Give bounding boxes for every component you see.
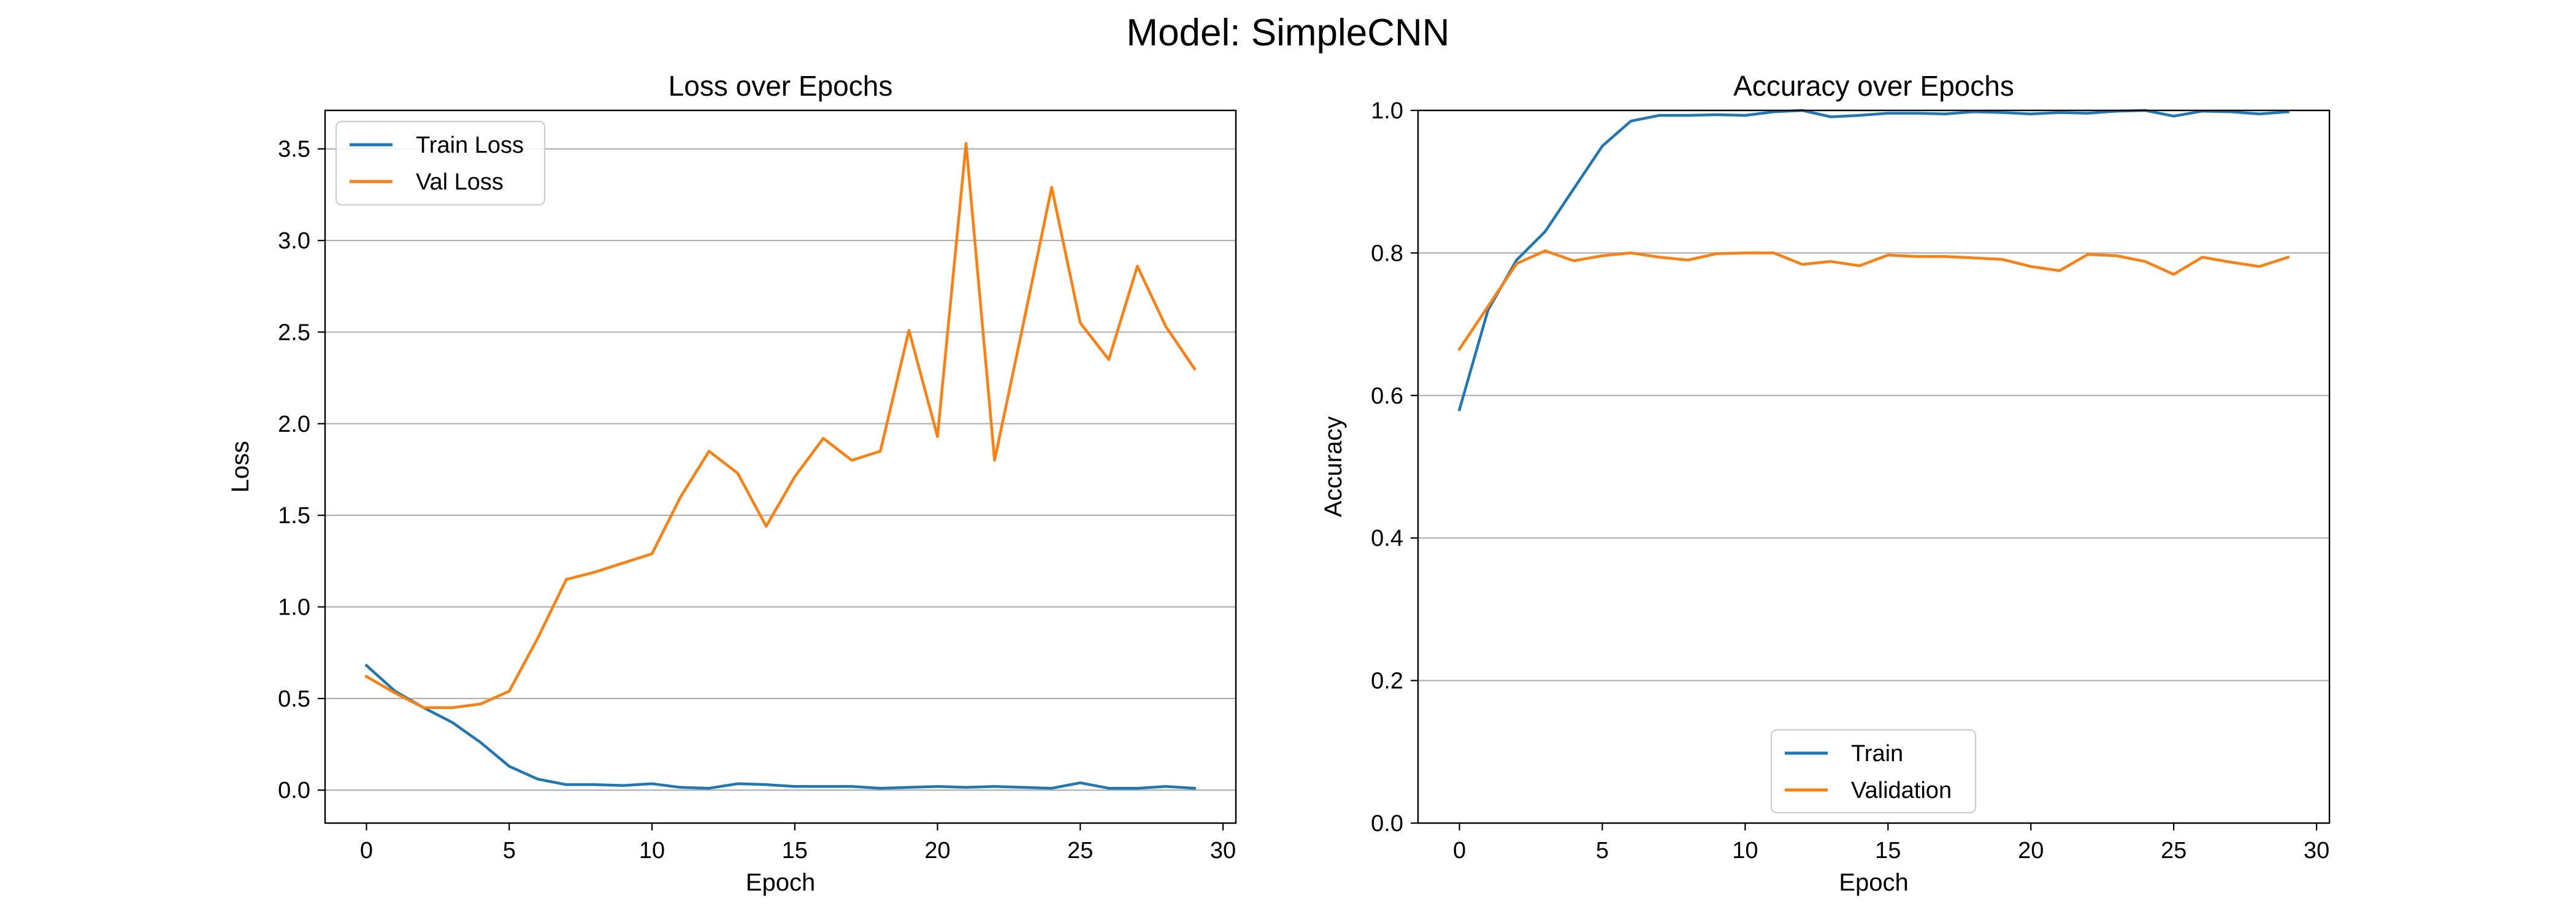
figure-title: Model: SimpleCNN	[1126, 12, 1450, 54]
axes-frame	[1417, 109, 2331, 824]
y-tick-label: 2.5	[278, 320, 310, 345]
y-tick-label: 2.0	[278, 412, 310, 437]
y-tick-label: 0.6	[1371, 383, 1403, 409]
y-axis-label: Loss	[227, 441, 254, 493]
legend: Train Validation	[1770, 729, 1977, 814]
x-tick-label: 5	[1596, 838, 1609, 864]
y-tick-label: 0.8	[1371, 240, 1403, 266]
chart-title: Accuracy over Epochs	[1733, 70, 2014, 102]
axes-frame	[324, 109, 1237, 824]
x-tick-label: 30	[1210, 838, 1236, 864]
x-tick-label: 25	[2161, 838, 2187, 864]
legend-box	[335, 120, 546, 206]
y-tick-label: 0.2	[1371, 669, 1403, 694]
legend-label-2: Validation	[1851, 778, 1952, 803]
legend-label-2: Val Loss	[416, 169, 504, 195]
x-tick-label: 30	[2304, 838, 2329, 864]
x-tick-label: 10	[1732, 838, 1758, 864]
x-tick-label: 0	[1453, 838, 1466, 864]
legend-box	[1770, 729, 1977, 814]
x-axis-label: Epoch	[746, 869, 815, 896]
legend-label-1: Train	[1851, 741, 1903, 767]
series-line-1	[1457, 109, 2290, 412]
x-tick-label: 10	[639, 838, 665, 864]
y-tick-label: 1.0	[278, 595, 310, 621]
y-tick-label: 0.0	[278, 778, 310, 803]
chart-2: 0 5 10 15 20 25 30 0.0 0.2 0.4 0.6 0.8 1.0 Accuracy o…	[1320, 70, 2331, 896]
legend-label-1: Train Loss	[416, 132, 524, 158]
y-tick-label: 0.4	[1371, 526, 1403, 551]
series-line-2	[1457, 249, 2290, 351]
x-axis-label: Epoch	[1839, 869, 1908, 896]
y-tick-label: 1.0	[1371, 98, 1403, 124]
series-line-2	[364, 142, 1197, 710]
series-line-1	[364, 663, 1196, 790]
y-tick-label: 0.5	[278, 686, 310, 712]
y-tick-label: 3.5	[278, 137, 310, 163]
legend: Train Loss Val Loss	[335, 120, 546, 206]
x-tick-label: 15	[782, 838, 808, 864]
y-tick-label: 1.5	[278, 503, 310, 529]
x-tick-label: 25	[1067, 838, 1093, 864]
x-tick-label: 5	[503, 838, 516, 864]
x-tick-label: 20	[924, 838, 950, 864]
y-tick-label: 3.0	[278, 228, 310, 254]
x-tick-label: 20	[2018, 838, 2044, 864]
y-axis-label: Accuracy	[1320, 416, 1347, 518]
y-tick-label: 0.0	[1371, 811, 1403, 837]
chart-title: Loss over Epochs	[669, 70, 893, 102]
x-tick-label: 15	[1875, 838, 1901, 864]
chart-1: 0 5 10 15 20 25 30 0.0 0.5 1.0 1.5 2.0 2.5 3.0 3.5 Loss…	[227, 70, 1237, 896]
x-tick-label: 0	[360, 838, 373, 864]
